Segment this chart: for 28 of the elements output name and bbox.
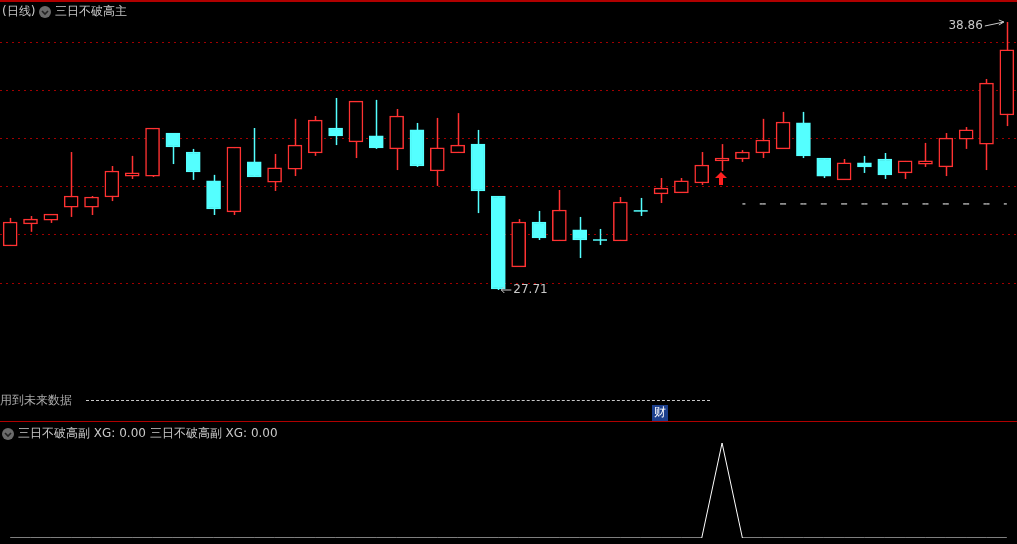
candlestick [429, 117, 445, 187]
candlestick [246, 127, 262, 178]
candlestick [572, 216, 588, 259]
candlestick [755, 118, 771, 159]
chart-title: 三日不破高副 XG: 0.00 三日不破高副 XG: 0.00 [18, 425, 278, 442]
text: 财 [654, 405, 666, 420]
candlestick [165, 132, 181, 165]
candlestick [450, 112, 465, 154]
candlestick [531, 210, 547, 241]
candlestick [104, 165, 120, 202]
candlestick [714, 143, 730, 172]
candlestick [632, 197, 649, 217]
candlestick [328, 97, 343, 146]
chart-subtitle: 三日不破高主 [55, 3, 128, 20]
candlestick [124, 155, 140, 180]
chart-title: (日线) [2, 3, 36, 20]
candlestick [918, 142, 933, 168]
candlestick [958, 126, 974, 150]
candlestick [287, 118, 303, 177]
candlestick [84, 195, 99, 216]
annotation: 38.86 [948, 18, 983, 33]
annotation: 27.71 [513, 282, 548, 297]
text: 用到未来数据 [0, 393, 72, 408]
candlestick [653, 177, 669, 204]
candlestick [185, 148, 201, 181]
candlestick [368, 99, 384, 150]
candlestick [2, 217, 18, 247]
candlestick [63, 151, 79, 218]
